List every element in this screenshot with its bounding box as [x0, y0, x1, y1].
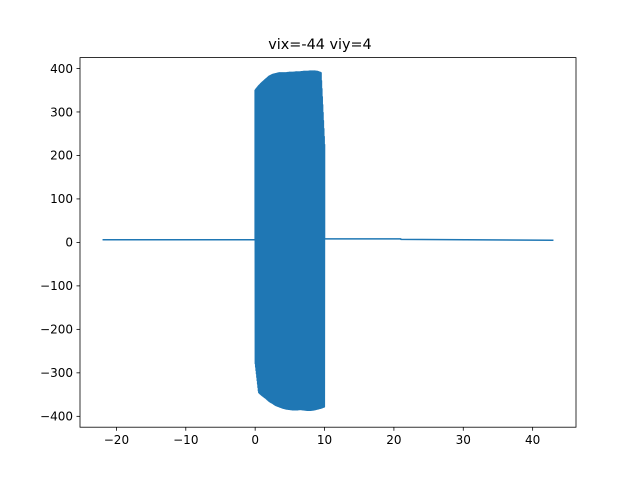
- y-tick-label: 400: [50, 62, 73, 76]
- x-tick-label: 0: [251, 433, 259, 447]
- x-tick-label: 20: [386, 433, 401, 447]
- y-axis: −400 −300 −200 −100 0 100 200 300 400: [40, 62, 80, 424]
- y-tick-label: −100: [40, 279, 73, 293]
- plot-area: [102, 70, 554, 411]
- y-tick-label: −400: [40, 410, 73, 424]
- axes-frame: [79, 57, 577, 428]
- series-line: [102, 70, 554, 411]
- x-tick-label: 40: [525, 433, 540, 447]
- y-tick-label: 300: [50, 105, 73, 119]
- x-tick-label: −20: [104, 433, 129, 447]
- y-tick-label: 200: [50, 149, 73, 163]
- y-tick-label: 0: [65, 236, 73, 250]
- x-tick-label: −10: [173, 433, 198, 447]
- y-tick-label: −300: [40, 366, 73, 380]
- chart-title: vix=-44 viy=4: [268, 37, 371, 53]
- x-tick-label: 10: [317, 433, 332, 447]
- y-tick-label: −200: [40, 323, 73, 337]
- x-tick-label: 30: [456, 433, 471, 447]
- y-tick-label: 100: [50, 192, 73, 206]
- x-axis: −20 −10 0 10 20 30 40: [104, 427, 540, 447]
